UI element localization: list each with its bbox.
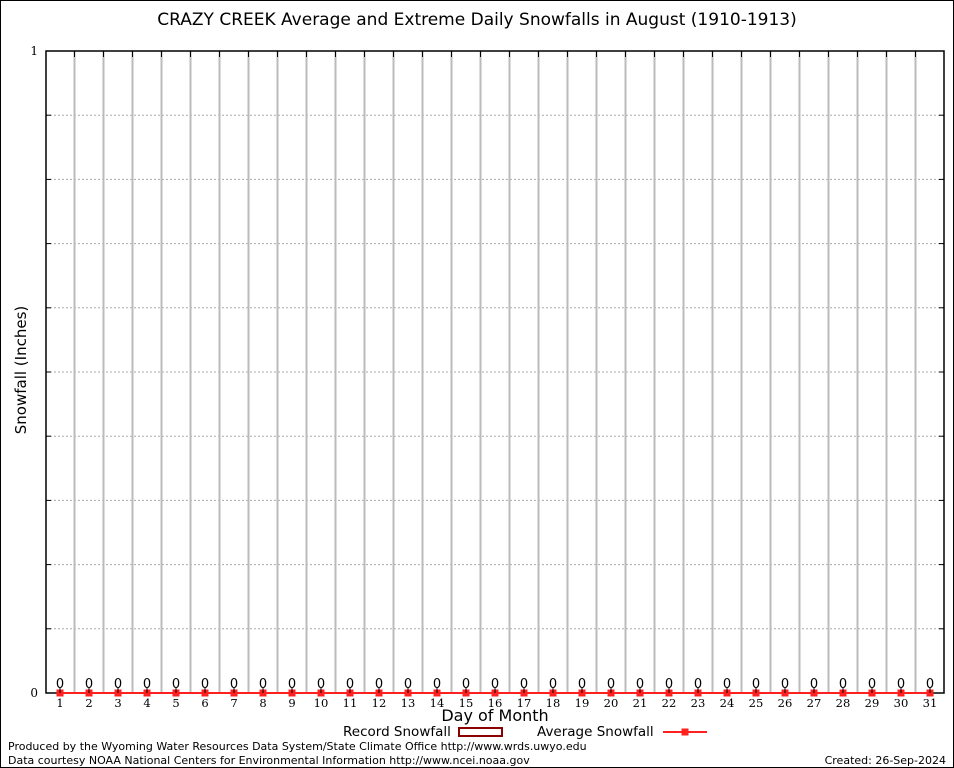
data-label: 0	[56, 677, 64, 692]
x-tick-label: 11	[343, 696, 358, 710]
data-label: 0	[665, 677, 673, 692]
y-axis-label: Snowfall (Inches)	[12, 305, 30, 435]
data-label: 0	[259, 677, 267, 692]
x-tick-label: 26	[778, 696, 793, 710]
x-tick-label: 14	[430, 696, 445, 710]
x-tick-label: 16	[488, 696, 503, 710]
data-label: 0	[520, 677, 528, 692]
data-label: 0	[230, 677, 238, 692]
data-label: 0	[723, 677, 731, 692]
data-label: 0	[85, 677, 93, 692]
x-tick-label: 9	[288, 696, 295, 710]
x-tick-label: 4	[143, 696, 150, 710]
data-label: 0	[636, 677, 644, 692]
y-tick-label: 0	[30, 686, 38, 700]
x-tick-label: 1	[56, 696, 63, 710]
x-tick-label: 27	[807, 696, 822, 710]
x-tick-label: 22	[662, 696, 677, 710]
x-tick-label: 18	[546, 696, 561, 710]
x-tick-label: 29	[865, 696, 880, 710]
data-label: 0	[578, 677, 586, 692]
data-label: 0	[752, 677, 760, 692]
data-label: 0	[201, 677, 209, 692]
legend-average-label: Average Snowfall	[537, 724, 654, 740]
x-tick-label: 17	[517, 696, 532, 710]
x-tick-label: 25	[749, 696, 764, 710]
data-label: 0	[375, 677, 383, 692]
x-tick-label: 31	[923, 696, 938, 710]
legend-average-marker	[681, 728, 689, 736]
y-tick-label: 1	[30, 44, 38, 58]
footer-created: Created: 26-Sep-2024	[824, 754, 946, 767]
x-tick-label: 13	[401, 696, 416, 710]
data-label: 0	[114, 677, 122, 692]
x-tick-label: 24	[720, 696, 735, 710]
data-label: 0	[462, 677, 470, 692]
data-label: 0	[317, 677, 325, 692]
x-tick-label: 6	[201, 696, 208, 710]
data-label: 0	[549, 677, 557, 692]
x-tick-label: 8	[259, 696, 266, 710]
data-label: 0	[172, 677, 180, 692]
x-tick-label: 10	[314, 696, 329, 710]
x-tick-label: 19	[575, 696, 590, 710]
x-tick-label: 21	[633, 696, 648, 710]
data-label: 0	[839, 677, 847, 692]
legend-record-label: Record Snowfall	[343, 724, 451, 740]
data-label: 0	[346, 677, 354, 692]
x-tick-label: 30	[894, 696, 909, 710]
x-tick-label: 23	[691, 696, 706, 710]
x-tick-label: 12	[372, 696, 387, 710]
chart-title: CRAZY CREEK Average and Extreme Daily Sn…	[157, 10, 797, 30]
data-label: 0	[491, 677, 499, 692]
footer-data-courtesy: Data courtesy NOAA National Centers for …	[8, 754, 530, 767]
data-label: 0	[607, 677, 615, 692]
data-label: 0	[433, 677, 441, 692]
x-tick-label: 20	[604, 696, 619, 710]
data-label: 0	[868, 677, 876, 692]
x-axis-label: Day of Month	[441, 706, 549, 725]
data-label: 0	[694, 677, 702, 692]
data-label: 0	[810, 677, 818, 692]
data-label: 0	[926, 677, 934, 692]
data-label: 0	[404, 677, 412, 692]
x-tick-label: 3	[114, 696, 121, 710]
data-label: 0	[288, 677, 296, 692]
legend-record-swatch	[458, 727, 503, 737]
data-label: 0	[143, 677, 151, 692]
data-label: 0	[781, 677, 789, 692]
footer-produced-by: Produced by the Wyoming Water Resources …	[8, 740, 587, 753]
x-tick-label: 7	[230, 696, 237, 710]
x-tick-label: 5	[172, 696, 179, 710]
x-tick-label: 2	[85, 696, 92, 710]
x-tick-label: 15	[459, 696, 474, 710]
x-tick-label: 28	[836, 696, 851, 710]
data-label: 0	[897, 677, 905, 692]
